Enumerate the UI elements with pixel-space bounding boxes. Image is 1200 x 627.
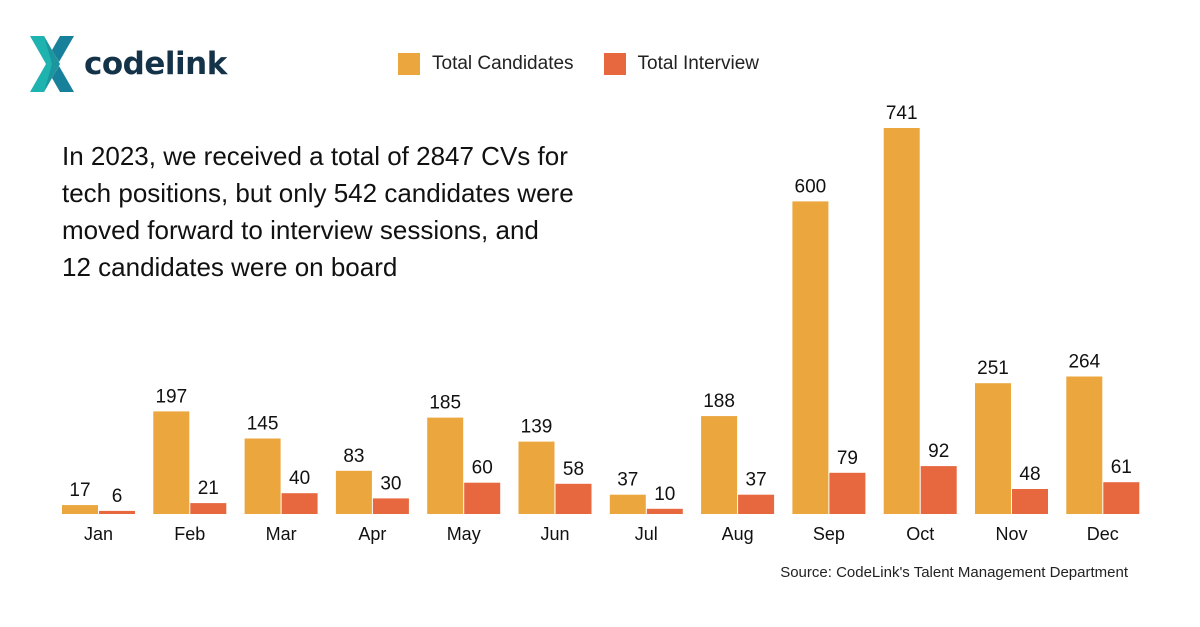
bar-total-candidates-jan	[62, 505, 98, 514]
legend-item-candidates: Total Candidates	[398, 53, 574, 75]
bar-total-candidates-dec	[1066, 376, 1103, 514]
bar-total-interview-jun	[555, 483, 592, 514]
legend-swatch-interview	[603, 53, 626, 75]
bar-total-interview-aug	[738, 494, 775, 514]
x-tick-label-sep: Sep	[813, 524, 845, 544]
bar-total-interview-mar	[281, 493, 318, 514]
data-label-total-interview-jun: 58	[563, 459, 584, 480]
x-tick-label-aug: Aug	[722, 524, 754, 544]
headline-line: tech positions, but only 542 candidates …	[62, 178, 574, 208]
data-label-total-candidates-aug: 188	[703, 391, 735, 412]
headline-line: moved forward to interview sessions, and	[62, 215, 539, 245]
x-tick-label-may: May	[447, 524, 481, 544]
brand-name: codelink	[84, 46, 227, 82]
x-tick-label-jan: Jan	[84, 524, 113, 544]
data-label-total-candidates-jun: 139	[521, 417, 553, 438]
headline-text: In 2023, we received a total of 2847 CVs…	[62, 138, 652, 286]
data-label-total-candidates-oct: 741	[886, 103, 918, 124]
data-label-total-interview-jul: 10	[654, 484, 675, 505]
data-label-total-candidates-may: 185	[429, 393, 461, 414]
legend-label-candidates: Total Candidates	[432, 53, 574, 74]
chart-legend: Total Candidates Total Interview	[398, 53, 789, 75]
x-tick-label-dec: Dec	[1087, 524, 1119, 544]
x-tick-label-mar: Mar	[266, 524, 297, 544]
data-label-total-candidates-feb: 197	[155, 386, 187, 407]
bar-total-candidates-mar	[244, 438, 281, 514]
data-label-total-interview-dec: 61	[1111, 457, 1132, 478]
bar-total-interview-dec	[1103, 482, 1140, 514]
bar-total-candidates-jul	[609, 494, 646, 514]
x-tick-label-apr: Apr	[358, 524, 386, 544]
bar-total-candidates-sep	[792, 201, 829, 514]
x-tick-label-nov: Nov	[995, 524, 1027, 544]
data-label-total-candidates-sep: 600	[795, 176, 827, 197]
data-label-total-interview-mar: 40	[289, 468, 310, 489]
bar-total-interview-nov	[1012, 489, 1048, 514]
legend-item-interview: Total Interview	[603, 53, 759, 75]
data-label-total-candidates-nov: 251	[977, 358, 1009, 379]
codelink-x-logo-icon	[30, 36, 74, 92]
bar-total-candidates-oct	[883, 128, 920, 514]
data-label-total-interview-sep: 79	[837, 448, 858, 469]
data-label-total-interview-oct: 92	[928, 441, 949, 462]
x-tick-label-feb: Feb	[174, 524, 205, 544]
data-label-total-interview-aug: 37	[746, 470, 767, 491]
legend-swatch-candidates	[398, 53, 420, 75]
bar-total-interview-jul	[646, 508, 683, 514]
data-label-total-candidates-apr: 83	[343, 446, 364, 467]
data-label-total-interview-feb: 21	[198, 478, 219, 499]
data-label-total-interview-nov: 48	[1019, 464, 1040, 485]
bar-total-candidates-may	[427, 417, 464, 514]
x-tick-label-jun: Jun	[540, 524, 569, 544]
source-note: Source: CodeLink's Talent Management Dep…	[780, 564, 1128, 581]
data-label-total-interview-jan: 6	[112, 486, 123, 507]
data-label-total-interview-apr: 30	[380, 473, 401, 494]
bar-total-interview-may	[464, 482, 501, 514]
headline-line: In 2023, we received a total of 2847 CVs…	[62, 141, 568, 171]
bar-total-candidates-feb	[153, 411, 190, 514]
data-label-total-candidates-mar: 145	[247, 414, 279, 435]
bar-total-interview-jan	[99, 510, 135, 514]
bar-total-interview-feb	[190, 503, 227, 514]
x-tick-label-oct: Oct	[906, 524, 934, 544]
bar-total-candidates-apr	[335, 470, 372, 514]
x-tick-label-jul: Jul	[635, 524, 658, 544]
data-label-total-candidates-dec: 264	[1068, 352, 1100, 373]
legend-label-interview: Total Interview	[637, 53, 759, 74]
bar-total-candidates-nov	[975, 383, 1011, 514]
data-label-total-candidates-jul: 37	[617, 470, 638, 491]
bar-total-candidates-aug	[701, 416, 738, 514]
headline-line: 12 candidates were on board	[62, 252, 398, 282]
data-label-total-candidates-jan: 17	[69, 480, 90, 501]
data-label-total-interview-may: 60	[472, 458, 493, 479]
bar-total-interview-sep	[829, 472, 866, 514]
bar-total-candidates-jun	[518, 441, 555, 514]
bar-total-interview-oct	[920, 466, 957, 514]
brand-logo: codelink	[30, 36, 227, 92]
bar-total-interview-apr	[372, 498, 409, 514]
